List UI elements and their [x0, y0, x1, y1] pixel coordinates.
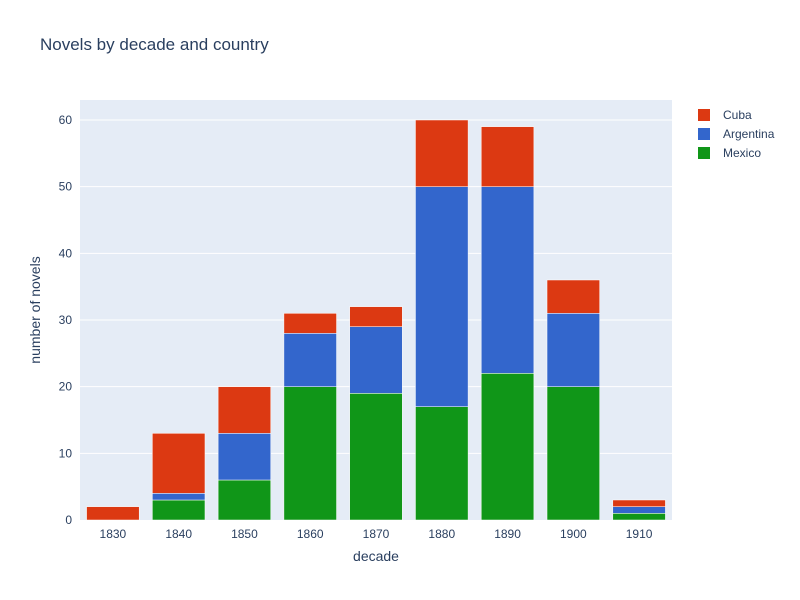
bar-cuba-1870[interactable] — [349, 306, 403, 327]
bar-argentina-1880[interactable] — [415, 186, 469, 407]
y-tick-label: 50 — [59, 180, 73, 194]
bar-mexico-1880[interactable] — [415, 406, 469, 521]
bar-argentina-1910[interactable] — [612, 506, 666, 514]
bar-cuba-1850[interactable] — [217, 386, 272, 434]
y-tick-label: 10 — [59, 446, 73, 460]
y-axis-title: number of novels — [27, 256, 43, 363]
bar-mexico-1910[interactable] — [612, 513, 666, 521]
legend-swatch-cuba[interactable] — [698, 109, 710, 121]
y-tick-label: 0 — [65, 513, 72, 527]
y-tick-label: 40 — [59, 246, 73, 260]
bar-argentina-1900[interactable] — [546, 313, 600, 387]
bar-argentina-1840[interactable] — [152, 493, 206, 501]
legend-swatch-mexico[interactable] — [698, 147, 710, 159]
bar-argentina-1870[interactable] — [349, 326, 403, 394]
bar-argentina-1890[interactable] — [480, 186, 535, 374]
x-tick-label: 1910 — [626, 527, 653, 541]
legend-label-cuba[interactable]: Cuba — [723, 108, 752, 122]
bar-mexico-1890[interactable] — [480, 373, 535, 521]
bar-cuba-1840[interactable] — [152, 433, 206, 494]
x-tick-label: 1870 — [363, 527, 390, 541]
bar-cuba-1860[interactable] — [283, 313, 337, 334]
x-tick-label: 1880 — [428, 527, 455, 541]
legend-swatch-argentina[interactable] — [698, 128, 710, 140]
y-tick-label: 20 — [59, 380, 73, 394]
x-tick-label: 1850 — [231, 527, 258, 541]
x-tick-label: 1900 — [560, 527, 587, 541]
x-tick-label: 1860 — [297, 527, 324, 541]
y-tick-labels: 0 10 20 30 40 50 60 — [59, 113, 73, 527]
bar-mexico-1870[interactable] — [349, 393, 403, 521]
bar-cuba-1890[interactable] — [480, 126, 535, 187]
bar-cuba-1910[interactable] — [612, 499, 666, 507]
x-tick-labels: 1830 1840 1850 1860 1870 1880 1890 1900 1910 — [100, 527, 653, 541]
x-axis-title: decade — [353, 548, 399, 564]
x-tick-label: 1830 — [100, 527, 127, 541]
y-tick-label: 60 — [59, 113, 73, 127]
bar-mexico-1840[interactable] — [152, 499, 206, 521]
bar-cuba-1830[interactable] — [86, 506, 140, 521]
bar-argentina-1860[interactable] — [283, 333, 337, 387]
chart-title: Novels by decade and country — [40, 35, 269, 54]
bar-cuba-1900[interactable] — [546, 279, 600, 314]
bar-mexico-1900[interactable] — [546, 386, 600, 521]
bar-mexico-1850[interactable] — [217, 479, 272, 521]
legend-label-mexico[interactable]: Mexico — [723, 146, 761, 160]
bar-mexico-1860[interactable] — [283, 386, 337, 521]
y-tick-label: 30 — [59, 313, 73, 327]
legend-label-argentina[interactable]: Argentina — [723, 127, 775, 141]
bar-cuba-1880[interactable] — [415, 119, 469, 187]
bar-argentina-1850[interactable] — [217, 433, 272, 481]
legend[interactable]: Cuba Argentina Mexico — [698, 108, 775, 160]
x-tick-label: 1840 — [165, 527, 192, 541]
x-tick-label: 1890 — [494, 527, 521, 541]
bars — [86, 119, 666, 521]
